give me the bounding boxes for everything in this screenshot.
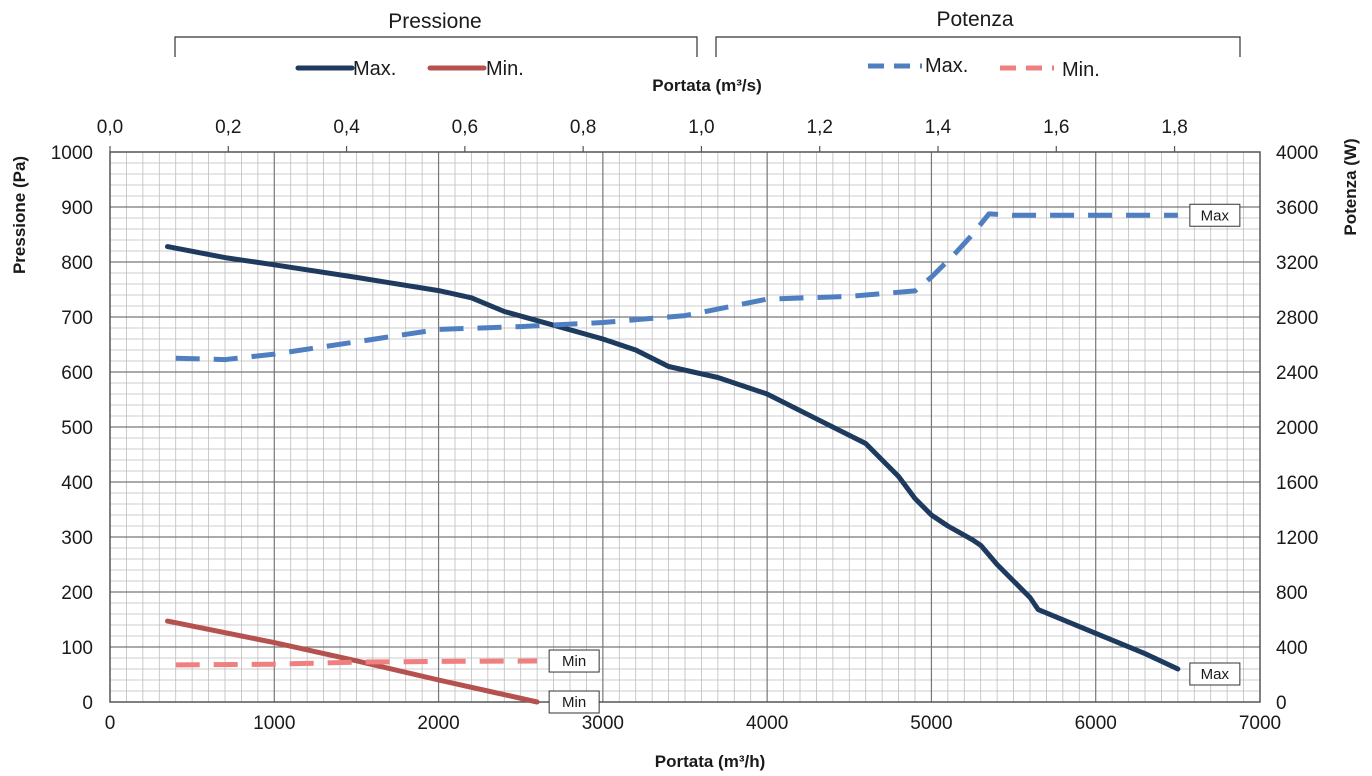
end-label-series-potenza-min: Min — [548, 649, 600, 673]
x-top-tick-label: 1,0 — [688, 117, 714, 138]
legend-label-pressione-max: Max. — [353, 58, 396, 80]
series-lines — [165, 211, 1181, 705]
series-pressione-min — [165, 618, 540, 705]
y-left-tick-label: 600 — [61, 363, 93, 384]
x-top-tick-label: 1,6 — [1043, 117, 1069, 138]
series-potenza-max — [175, 211, 1178, 363]
legend-group-title-pressione: Pressione — [388, 10, 481, 33]
y-axis-right-title: Potenza (W) — [1341, 138, 1360, 235]
x-top-tick-label: 0,4 — [333, 117, 360, 138]
end-label-text: Max — [1201, 666, 1230, 683]
legend-group-bracket-potenza — [715, 36, 1241, 57]
y-left-tick-label: 200 — [61, 583, 93, 604]
legend-label-potenza-max: Max. — [925, 55, 968, 77]
x-axis-top-title: Portata (m³/s) — [652, 76, 762, 95]
x-top-tick-label: 1,8 — [1161, 117, 1187, 138]
x-top-tick-label: 1,4 — [925, 117, 952, 138]
end-label-series-pressione-min: Min — [548, 690, 600, 714]
y-right-tick-label: 4000 — [1276, 143, 1318, 164]
series-pressione-max — [165, 244, 1181, 672]
top-axis-ticks: 0,0 0,2 0,4 0,6 0,8 1,0 1,2 1,4 1,6 1,8 — [97, 117, 1188, 152]
y-right-tick-label: 3600 — [1276, 198, 1318, 219]
y-left-tick-label: 900 — [61, 198, 93, 219]
x-tick-label: 6000 — [1075, 713, 1117, 734]
end-label-box — [548, 690, 600, 714]
end-label-box — [1189, 662, 1241, 686]
legend-group-title-potenza: Potenza — [936, 8, 1013, 31]
series-end-labels: Max Min Max Min — [548, 203, 1241, 714]
y-left-tick-label: 1000 — [51, 143, 93, 164]
major-gridlines — [110, 152, 1260, 702]
y-right-tick-label: 2400 — [1276, 363, 1318, 384]
y-right-tick-label: 1200 — [1276, 528, 1318, 549]
x-tick-label: 4000 — [746, 713, 788, 734]
y-left-tick-label: 100 — [61, 638, 93, 659]
x-tick-label: 1000 — [253, 713, 295, 734]
y-right-tick-label: 0 — [1276, 693, 1287, 714]
x-tick-label: 0 — [105, 713, 116, 734]
y-right-tick-label: 3200 — [1276, 253, 1318, 274]
x-tick-label: 7000 — [1239, 713, 1281, 734]
end-label-box — [548, 649, 600, 673]
end-label-box — [1189, 203, 1241, 227]
x-tick-label: 2000 — [417, 713, 459, 734]
end-label-text: Min — [562, 653, 586, 670]
y-left-tick-label: 300 — [61, 528, 93, 549]
y-left-tick-label: 700 — [61, 308, 93, 329]
end-label-text: Min — [562, 694, 586, 711]
y-right-tick-label: 800 — [1276, 583, 1308, 604]
y-left-tick-label: 400 — [61, 473, 93, 494]
y-left-tick-label: 500 — [61, 418, 93, 439]
y-right-tick-label: 2000 — [1276, 418, 1318, 439]
x-tick-label: 3000 — [582, 713, 624, 734]
x-top-tick-label: 0,2 — [215, 117, 241, 138]
y-axis-left-title: Pressione (Pa) — [10, 156, 29, 274]
x-tick-label: 5000 — [910, 713, 952, 734]
x-top-tick-label: 0,0 — [97, 117, 123, 138]
y-left-tick-label: 800 — [61, 253, 93, 274]
legend-group-bracket-pressione — [174, 36, 698, 57]
x-top-tick-label: 1,2 — [807, 117, 833, 138]
y-right-tick-label: 1600 — [1276, 473, 1318, 494]
x-top-tick-label: 0,8 — [570, 117, 596, 138]
right-axis-ticks: 0 400 800 1200 1600 2000 2400 2800 3200 3600 4000 — [1276, 143, 1318, 714]
legend-label-pressione-min: Min. — [486, 58, 524, 80]
legend: Pressione Potenza Max. Min. Max. Min. — [174, 8, 1241, 81]
y-left-tick-label: 0 — [82, 693, 93, 714]
bottom-axis-ticks: 0 1000 2000 3000 4000 5000 6000 7000 — [105, 713, 1281, 734]
left-axis-ticks: 0 100 200 300 400 500 600 700 800 900 1000 — [51, 143, 93, 714]
end-label-series-pressione-max: Max — [1189, 662, 1241, 686]
legend-label-potenza-min: Min. — [1062, 59, 1100, 81]
plot-area — [109, 151, 1261, 703]
end-label-text: Max — [1201, 207, 1230, 224]
x-top-tick-label: 0,6 — [452, 117, 478, 138]
y-right-tick-label: 2800 — [1276, 308, 1318, 329]
end-label-series-potenza-max: Max — [1189, 203, 1241, 227]
y-right-tick-label: 400 — [1276, 638, 1308, 659]
x-axis-bottom-title: Portata (m³/h) — [655, 752, 766, 771]
